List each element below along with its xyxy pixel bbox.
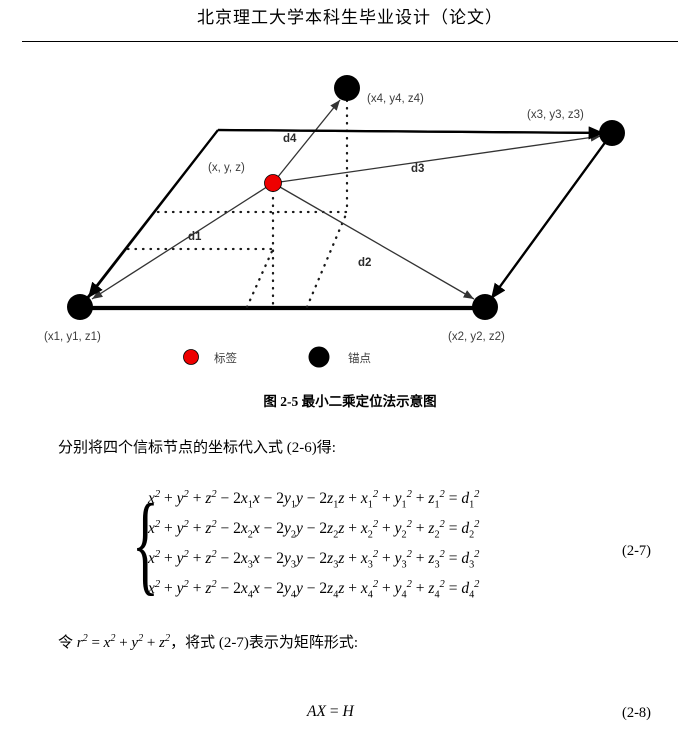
- plane-edge-arrows: [80, 126, 613, 311]
- distance-label-d3: d3: [411, 163, 424, 175]
- figure-caption: 图 2-5 最小二乘定位法示意图: [263, 394, 437, 409]
- legend-marker-anchor: [308, 346, 330, 368]
- anchor-node-3-label: (x3, y3, z3): [527, 109, 584, 121]
- tag-node: [264, 174, 282, 192]
- header-divider: [22, 41, 678, 42]
- anchor-node-1-label: (x1, y1, z1): [44, 331, 101, 343]
- distance-label-d4: d4: [283, 133, 297, 145]
- ground-plane-parallelogram: [79, 128, 613, 309]
- vector-d2: [272, 182, 475, 300]
- equation-number-2-8: (2-8): [622, 705, 651, 721]
- equation-line-2: x2 + y2 + z2 − 2x2x − 2y2y − 2z2z + x22 …: [148, 519, 480, 541]
- page-title: 北京理工大学本科生毕业设计（论文）: [197, 8, 503, 27]
- equation-2-8: AX = H: [307, 703, 354, 720]
- equation-line-3: x2 + y2 + z2 − 2x3x − 2y3y − 2z3z + x32 …: [148, 549, 480, 571]
- anchor-node-4-label: (x4, y4, z4): [367, 93, 424, 105]
- distance-label-d2: d2: [358, 257, 371, 269]
- figure-least-squares-diagram: (x4, y4, z4) (x3, y3, z3) (x1, y1, z1) (…: [0, 60, 700, 405]
- paragraph-matrix-form-suffix: ，将式 (2-7)表示为矩阵形式:: [170, 635, 358, 651]
- projection-dotted-lines: [126, 91, 354, 309]
- figure-legend: 标签 锚点: [183, 346, 371, 368]
- diagram-svg: (x4, y4, z4) (x3, y3, z3) (x1, y1, z1) (…: [44, 75, 625, 368]
- equation-group-2-7: { x2 + y2 + z2 − 2x1x − 2y1y − 2z1z + x1…: [0, 485, 700, 610]
- anchor-node-1: [67, 294, 93, 320]
- anchor-node-4: [334, 75, 360, 101]
- anchor-node-3: [599, 120, 625, 146]
- equation-number-2-7: (2-7): [622, 543, 651, 559]
- inline-equation-r2: r2 = x2 + y2 + z2: [76, 633, 171, 651]
- paragraph-matrix-form-prefix: 令: [58, 635, 77, 651]
- legend-label-tag: 标签: [214, 351, 237, 365]
- equation-brace: {: [132, 482, 159, 606]
- paragraph-matrix-form: 令 r2 = x2 + y2 + z2，将式 (2-7)表示为矩阵形式:: [58, 631, 358, 652]
- paragraph-intro: 分别将四个信标节点的坐标代入式 (2-6)得:: [58, 440, 336, 456]
- page-header: 北京理工大学本科生毕业设计（论文）: [0, 0, 700, 46]
- distance-label-d1: d1: [188, 231, 202, 243]
- equation-line-1: x2 + y2 + z2 − 2x1x − 2y1y − 2z1z + x12 …: [148, 489, 480, 511]
- vector-d4: [272, 99, 341, 184]
- distance-vectors: [91, 99, 602, 300]
- tag-node-label: (x, y, z): [208, 162, 245, 174]
- vector-d1: [91, 182, 274, 300]
- vector-d3: [272, 133, 602, 184]
- legend-label-anchor: 锚点: [348, 351, 371, 365]
- equation-line-4: x2 + y2 + z2 − 2x4x − 2y4y − 2z4z + x42 …: [148, 579, 480, 601]
- anchor-node-2-label: (x2, y2, z2): [448, 331, 505, 343]
- legend-marker-tag: [183, 349, 199, 365]
- anchor-node-2: [472, 294, 498, 320]
